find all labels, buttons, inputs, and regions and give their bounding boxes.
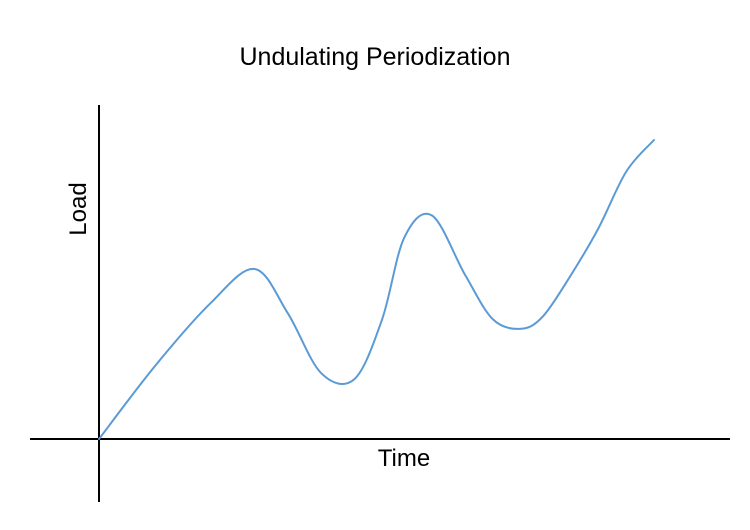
series-line-0 [98,139,655,440]
y-axis-label: Load [65,182,92,235]
series-layer [98,139,655,440]
x-axis-label: Time [378,445,430,472]
chart-title: Undulating Periodization [239,43,510,71]
